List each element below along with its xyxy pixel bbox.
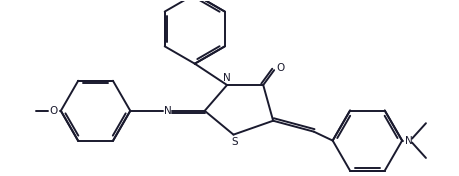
Text: O: O (50, 106, 58, 116)
Text: S: S (231, 137, 238, 147)
Text: N: N (405, 136, 413, 146)
Text: N: N (163, 106, 171, 116)
Text: N: N (223, 73, 231, 83)
Text: O: O (276, 63, 285, 73)
